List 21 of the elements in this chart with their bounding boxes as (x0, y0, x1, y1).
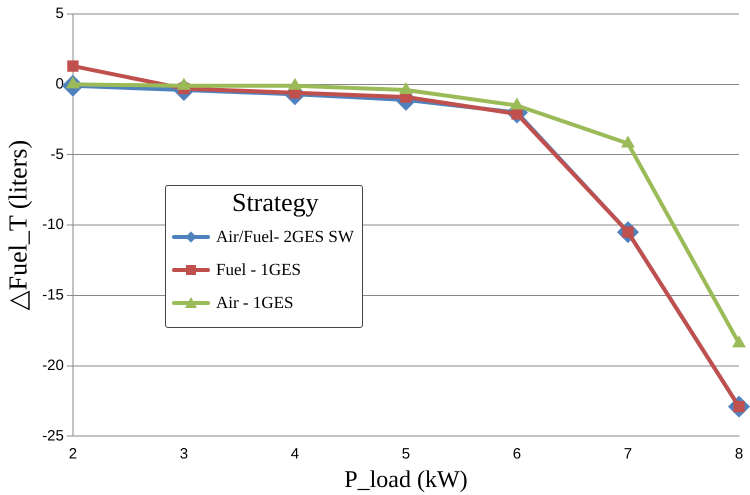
legend-label: Air/Fuel- 2GES SW (216, 226, 354, 246)
y-tick-label: -15 (42, 286, 64, 304)
x-tick-label: 5 (402, 445, 410, 462)
point (67, 60, 79, 72)
legend-label: Fuel - 1GES (216, 260, 301, 280)
x-tick-label: 8 (734, 445, 744, 462)
y-axis-title: △Fuel_T (liters) (3, 140, 32, 310)
y-tick-label: -20 (42, 356, 64, 374)
y-tick-label: 0 (56, 76, 64, 93)
y-tick-label: 5 (56, 5, 64, 22)
x-axis-title: P_load (kW) (344, 466, 468, 493)
legend-title: Strategy (231, 188, 320, 218)
y-tick-label: -10 (42, 216, 64, 234)
x-tick-label: 6 (512, 445, 522, 462)
x-tick-label: 3 (180, 445, 188, 462)
y-tick-label: -25 (42, 427, 64, 444)
legend-label: Air - 1GES (216, 292, 294, 312)
x-tick-label: 7 (624, 445, 632, 462)
x-tick-label: 2 (68, 445, 78, 462)
x-tick-label: 4 (290, 445, 300, 462)
y-tick-label: -5 (50, 146, 64, 163)
